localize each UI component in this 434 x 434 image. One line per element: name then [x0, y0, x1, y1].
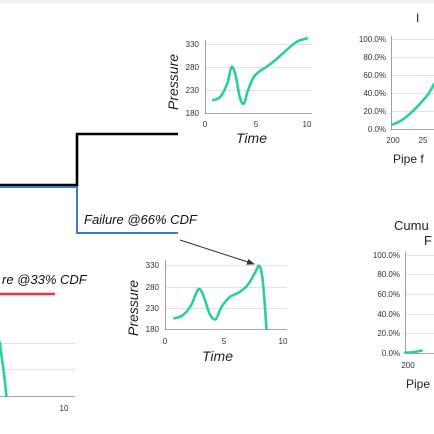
- cdf-series-line: [403, 349, 423, 354]
- x-tick-label: 10: [303, 120, 312, 129]
- y-tick-label: 40.0%: [377, 310, 400, 319]
- y-tick-label: 80.0%: [377, 270, 400, 279]
- x-tick-label: 5: [222, 337, 227, 346]
- y-tick-label: 20.0%: [363, 107, 386, 116]
- y-tick-label: 40.0%: [363, 89, 386, 98]
- x-tick-label: 5: [254, 120, 259, 129]
- top-band: [0, 0, 434, 3]
- x-axis-title: Time: [236, 130, 267, 146]
- pressure-chart-failure-66: 330 280 230 180 0 5 10 Time Pressure: [125, 260, 288, 364]
- y-tick-label: 0.0%: [368, 125, 386, 134]
- blue-failure-66-path: [0, 186, 178, 234]
- x-tick-label: 10: [279, 337, 288, 346]
- x-tick-label: 200: [386, 136, 400, 145]
- pressure-series-line: [211, 37, 309, 106]
- black-no-failure-path: [0, 132, 178, 187]
- y-tick-label: 230: [186, 86, 200, 95]
- pressure-chart-top: 330 280 230 180 0 5 10 Time Pressure: [165, 37, 312, 146]
- y-tick-label: 180: [186, 109, 200, 118]
- y-tick-label: 20.0%: [377, 329, 400, 338]
- y-tick-label: 330: [186, 40, 200, 49]
- y-tick-label: 0.0%: [382, 349, 400, 358]
- y-tick-label: 330: [146, 261, 160, 270]
- x-tick-label: 0: [203, 120, 208, 129]
- cdf-chart-bottom: Cumu F 100.0% 80.0% 60.0% 40.0% 20.0% 0.…: [373, 218, 434, 391]
- cdf-series-line: [391, 82, 434, 126]
- y-tick-label: 100.0%: [359, 35, 386, 44]
- y-axis-title: Pressure: [165, 54, 181, 110]
- x-tick-label: 25: [419, 136, 428, 145]
- pressure-series-line: [173, 264, 268, 331]
- y-tick-label: 80.0%: [363, 53, 386, 62]
- y-tick-label: 230: [146, 304, 160, 313]
- failure-33-label: re @33% CDF: [2, 272, 88, 287]
- x-axis-title: Pipe: [406, 377, 430, 391]
- x-tick-label: 10: [60, 404, 69, 413]
- pressure-series-line: [0, 341, 8, 398]
- y-axis-title: Pressure: [125, 280, 141, 336]
- cdf-chart-top: I 100.0% 80.0% 60.0% 40.0% 20.0% 0.0% 20…: [359, 11, 434, 166]
- failure-point-arrow: [179, 239, 255, 265]
- y-tick-label: 180: [146, 325, 160, 334]
- pressure-chart-failure-33: 10: [0, 341, 75, 413]
- x-tick-label: 0: [163, 337, 168, 346]
- x-tick-label: 200: [401, 361, 415, 370]
- y-tick-label: 280: [146, 283, 160, 292]
- y-tick-label: 60.0%: [377, 290, 400, 299]
- y-tick-label: 60.0%: [363, 71, 386, 80]
- x-axis-title: Time: [202, 348, 233, 364]
- y-tick-label: 100.0%: [373, 251, 400, 260]
- cdf-chart-title: I: [416, 11, 419, 25]
- cdf-chart-title-line1: Cumu: [394, 218, 429, 233]
- failure-66-label: Failure @66% CDF: [84, 212, 198, 227]
- x-axis-title: Pipe f: [393, 152, 424, 166]
- y-tick-label: 280: [186, 63, 200, 72]
- cdf-chart-title-line2: F: [424, 233, 432, 248]
